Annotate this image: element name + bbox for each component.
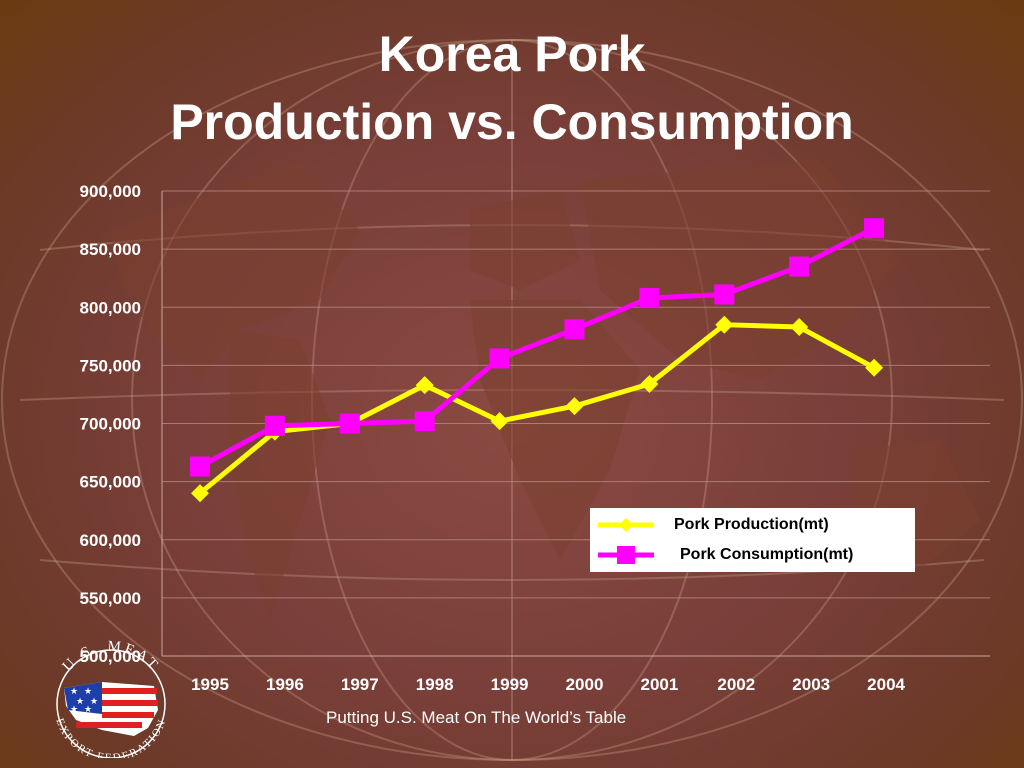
slide-footer: Putting U.S. Meat On The World’s Table	[326, 708, 627, 727]
data-point-consumption	[190, 456, 210, 477]
y-tick-label: 800,000	[80, 298, 141, 317]
y-tick-label: 700,000	[80, 415, 141, 434]
x-tick-label: 1998	[416, 675, 454, 694]
data-point-consumption	[264, 415, 285, 436]
usmef-logo: U.S. MEAT EXPORT FEDERATION ★ ★ ★ ★ ★ ★	[53, 640, 167, 758]
data-point-production	[715, 315, 734, 334]
data-point-consumption	[789, 256, 810, 277]
legend-swatch-production	[598, 518, 654, 532]
y-tick-label: 600,000	[80, 531, 141, 550]
data-point-consumption	[414, 411, 435, 432]
legend-swatch-consumption	[598, 546, 654, 564]
svg-text:★: ★	[70, 705, 78, 715]
x-tick-label: 1995	[191, 675, 229, 694]
svg-text:U.S. MEAT: U.S. MEAT	[60, 640, 163, 675]
svg-text:★: ★	[76, 697, 84, 707]
legend-label-production: Pork Production(mt)	[674, 516, 829, 533]
x-tick-label: 2001	[640, 675, 678, 694]
data-point-production	[790, 318, 809, 337]
svg-text:★: ★	[90, 697, 98, 707]
y-tick-label: 650,000	[80, 473, 141, 492]
series-line-production	[198, 322, 876, 496]
svg-text:★: ★	[84, 705, 92, 715]
data-point-consumption	[639, 287, 660, 308]
data-point-consumption	[714, 284, 735, 305]
data-point-production	[640, 374, 659, 393]
data-point-consumption	[864, 218, 885, 239]
svg-text:★: ★	[84, 687, 92, 697]
data-point-production	[490, 412, 509, 431]
legend-item-consumption: Pork Consumption(mt)	[590, 540, 915, 570]
chart-legend: Pork Production(mt) Pork Consumption(mt)	[590, 508, 915, 572]
y-tick-label: 750,000	[80, 356, 141, 375]
svg-text:★: ★	[70, 687, 78, 697]
x-tick-label: 1997	[341, 675, 379, 694]
data-point-production	[415, 376, 434, 395]
x-tick-label: 2000	[566, 675, 604, 694]
x-tick-label: 2002	[717, 675, 755, 694]
x-tick-label: 1999	[491, 675, 529, 694]
x-tick-label: 2003	[792, 675, 830, 694]
data-point-production	[191, 484, 209, 503]
y-tick-label: 550,000	[80, 589, 141, 608]
slide-title-line1: Korea Pork	[378, 26, 646, 82]
legend-label-consumption: Pork Consumption(mt)	[680, 546, 854, 563]
data-point-consumption	[564, 319, 585, 340]
series-line-consumption	[198, 225, 876, 469]
y-tick-label: 850,000	[80, 240, 141, 259]
x-tick-label: 1996	[266, 675, 304, 694]
data-point-consumption	[339, 413, 360, 434]
slide-title-line2: Production vs. Consumption	[170, 94, 854, 150]
legend-item-production: Pork Production(mt)	[590, 510, 915, 540]
x-tick-label: 2004	[867, 675, 905, 694]
data-point-production	[565, 397, 584, 416]
data-point-production	[865, 358, 884, 377]
data-point-consumption	[489, 348, 510, 369]
y-tick-label: 900,000	[80, 182, 141, 201]
